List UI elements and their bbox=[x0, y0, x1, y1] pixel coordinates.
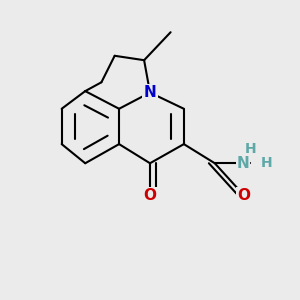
Text: H: H bbox=[244, 142, 256, 155]
Text: H: H bbox=[260, 156, 272, 170]
Text: N: N bbox=[144, 85, 156, 100]
Text: N: N bbox=[236, 156, 249, 171]
Text: O: O bbox=[238, 188, 251, 203]
Text: O: O bbox=[143, 188, 157, 203]
